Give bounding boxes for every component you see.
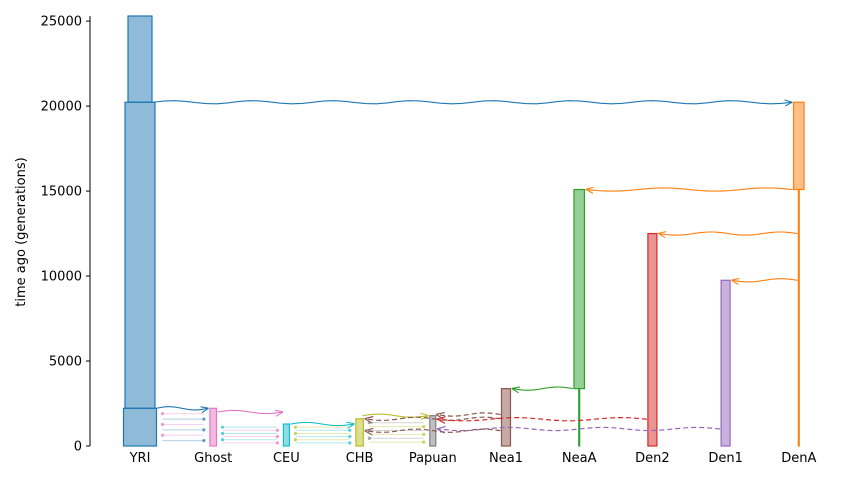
migration-marker (275, 441, 279, 445)
split-arrow (732, 279, 798, 282)
x-tick-label: CHB (346, 451, 374, 466)
deme-epoch-bar (209, 407, 218, 447)
split-arrow (587, 188, 793, 191)
x-tick-label: Papuan (409, 451, 457, 466)
migration-marker (293, 438, 297, 442)
y-tick-label: 10000 (41, 270, 82, 285)
migration-marker (275, 434, 279, 439)
x-tick-label: Den2 (635, 451, 670, 466)
x-tick-label: Den1 (708, 451, 743, 466)
x-tick-label: NeaA (562, 451, 597, 466)
migration-marker (367, 436, 371, 440)
pulse-arrow (438, 418, 647, 421)
deme-epoch-bar (122, 407, 158, 447)
migration-marker (348, 434, 352, 439)
x-tick-label: DenA (781, 451, 816, 466)
deme-epoch-bar (647, 232, 658, 447)
deme-epoch-bar (578, 388, 581, 447)
deme-layer (122, 15, 805, 447)
split-arrow (155, 406, 208, 410)
deme-epoch-bar (797, 188, 800, 447)
migration-marker (293, 431, 297, 436)
split-arrow (290, 422, 354, 425)
migration-marker (348, 428, 352, 432)
migration-marker (202, 428, 206, 432)
pulse-arrow (438, 427, 721, 430)
migration-marker (202, 417, 206, 421)
migration-marker (220, 438, 225, 442)
axes: 0 5000 10000 15000 20000 25000 YRI Ghost CEU CHB P… (41, 15, 817, 466)
deme-epoch-bar (792, 101, 805, 191)
y-tick-label: 0 (74, 440, 82, 455)
deme-epoch-bar (127, 15, 153, 103)
migration-marker (367, 421, 371, 425)
migration-marker (220, 431, 225, 436)
deme-epoch-bar (573, 188, 586, 390)
migration-marker (160, 433, 165, 437)
pulse-arrow (437, 413, 501, 416)
migration-marker (422, 440, 426, 444)
split-arrow (659, 232, 798, 235)
split-arrow (152, 101, 792, 104)
y-tick-label: 20000 (41, 100, 82, 115)
migration-marker (275, 428, 279, 432)
x-tick-label: Nea1 (489, 451, 523, 466)
pulse-arrow (365, 429, 501, 432)
y-tick-label: 15000 (41, 185, 82, 200)
x-tick-label: YRI (129, 451, 151, 466)
split-arrow (217, 410, 283, 413)
x-tick-label: CEU (273, 451, 300, 466)
migration-marker (220, 425, 225, 429)
y-tick-label: 25000 (41, 15, 82, 30)
deme-epoch-bar (282, 423, 290, 447)
migration-marker (160, 412, 165, 416)
split-arrow (513, 387, 574, 390)
x-tick-label: Ghost (194, 451, 232, 466)
migration-layer (152, 101, 798, 445)
pulse-arrow (365, 417, 501, 420)
deme-epoch-bar (720, 279, 731, 447)
migration-marker (293, 425, 297, 429)
y-tick-label: 5000 (49, 355, 82, 370)
migration-marker (348, 441, 352, 445)
migration-marker (202, 439, 206, 443)
deme-epoch-bar (355, 418, 364, 447)
y-axis-label: time ago (generations) (14, 157, 29, 306)
migration-marker (367, 428, 371, 433)
migration-marker (422, 424, 426, 429)
migration-marker (160, 422, 165, 427)
migration-marker (422, 432, 426, 436)
deme-epoch-bar (124, 101, 156, 409)
